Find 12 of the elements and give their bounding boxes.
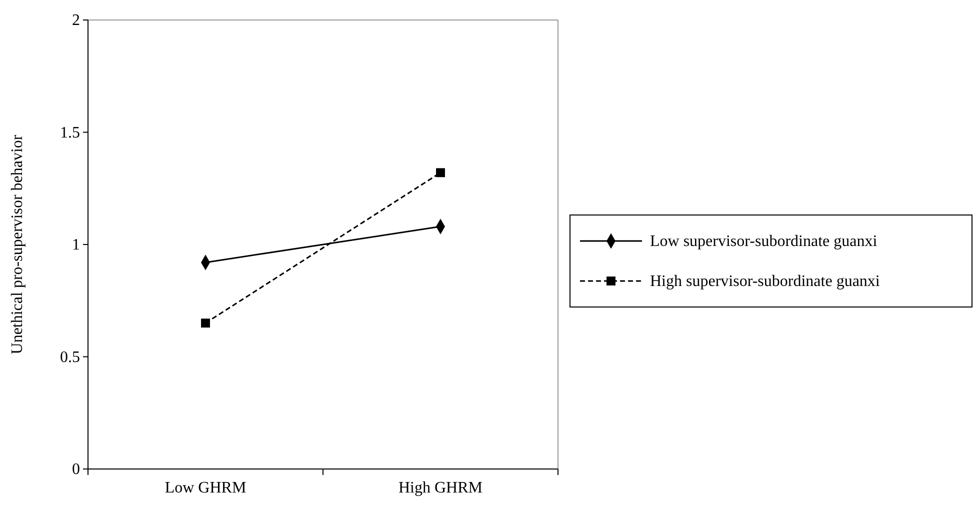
point	[436, 168, 445, 178]
y-axis-title: Unethical pro-supervisor behavior	[9, 134, 26, 354]
y-tick-label: 1	[72, 236, 80, 254]
legend-label: High supervisor-subordinate guanxi	[650, 273, 880, 290]
y-tick-label: 1.5	[60, 124, 80, 142]
legend-label: Low supervisor-subordinate guanxi	[650, 233, 878, 250]
point	[201, 318, 210, 328]
y-tick-label: 0	[72, 461, 80, 478]
y-tick-label: 0.5	[60, 348, 80, 366]
x-tick-label: High GHRM	[398, 479, 483, 496]
y-tick-label: 2	[72, 12, 80, 30]
x-tick-label: Low GHRM	[164, 479, 246, 496]
